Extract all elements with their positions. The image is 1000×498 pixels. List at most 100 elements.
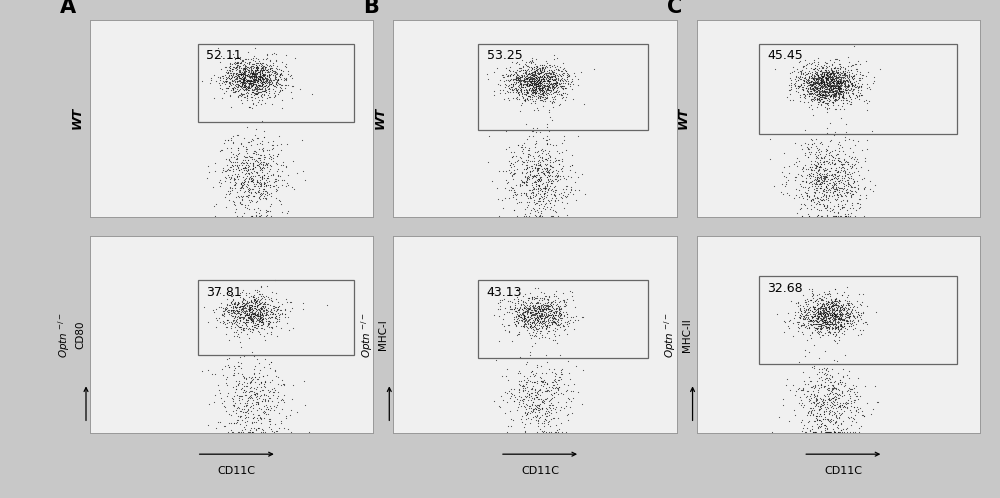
Point [225, 80, 241, 88]
Point [256, 153, 272, 161]
Point [231, 303, 247, 311]
Point [537, 184, 553, 192]
Point [818, 76, 834, 84]
Point [263, 306, 279, 314]
Point [208, 305, 224, 313]
Point [852, 89, 868, 97]
Point [530, 325, 546, 333]
Point [225, 71, 241, 79]
Point [833, 318, 849, 326]
Point [814, 296, 830, 304]
Point [792, 313, 808, 321]
Point [818, 297, 834, 305]
Point [548, 65, 564, 73]
Point [225, 50, 241, 58]
Point [205, 306, 221, 314]
Point [255, 59, 271, 67]
Point [244, 308, 260, 316]
Point [261, 68, 277, 76]
Point [486, 397, 502, 405]
Point [235, 78, 251, 86]
Point [833, 318, 849, 326]
Point [559, 192, 575, 200]
Point [518, 72, 534, 80]
Point [819, 63, 835, 71]
Point [545, 141, 561, 149]
Point [252, 314, 268, 322]
Point [816, 81, 832, 89]
Point [233, 364, 249, 372]
Point [236, 68, 252, 76]
Point [818, 303, 834, 311]
Point [813, 325, 829, 333]
Point [544, 93, 560, 101]
Point [817, 66, 833, 74]
Point [831, 73, 847, 81]
Point [843, 408, 859, 416]
Point [808, 75, 824, 83]
Point [250, 295, 266, 303]
Point [825, 311, 841, 319]
Point [253, 282, 269, 290]
Point [833, 164, 849, 172]
Point [247, 296, 263, 304]
Point [817, 88, 833, 96]
Point [520, 172, 536, 180]
Point [831, 90, 847, 98]
Point [840, 176, 856, 184]
Point [235, 302, 251, 310]
Point [819, 188, 835, 196]
Point [834, 305, 850, 313]
Point [221, 300, 237, 308]
Point [510, 306, 526, 314]
Point [256, 306, 272, 314]
Point [539, 322, 555, 330]
Point [247, 44, 263, 52]
Point [796, 312, 812, 320]
Point [486, 91, 502, 99]
Point [850, 199, 866, 207]
Point [237, 76, 253, 84]
Point [840, 188, 856, 196]
Point [246, 70, 262, 78]
Point [246, 291, 262, 299]
Point [494, 196, 510, 204]
Point [533, 322, 549, 330]
Point [534, 66, 550, 74]
Point [827, 170, 843, 178]
Point [811, 405, 827, 413]
Point [507, 84, 523, 92]
Point [795, 302, 811, 310]
Point [507, 303, 523, 311]
Point [526, 78, 542, 86]
Point [551, 160, 567, 168]
Point [510, 312, 526, 320]
Point [816, 301, 832, 309]
Point [546, 76, 562, 84]
Point [505, 81, 521, 89]
Point [533, 84, 549, 92]
Point [807, 82, 823, 90]
Point [515, 386, 531, 394]
Point [803, 205, 819, 213]
Point [242, 304, 258, 312]
Point [807, 297, 823, 305]
Point [533, 327, 549, 335]
Point [794, 212, 810, 220]
Point [543, 311, 559, 319]
Point [818, 306, 834, 314]
Point [530, 65, 546, 73]
Point [832, 73, 848, 81]
Point [262, 93, 278, 101]
Point [519, 176, 535, 184]
Point [795, 163, 811, 171]
Point [260, 65, 276, 73]
Point [227, 201, 243, 209]
Point [527, 178, 543, 186]
Point [529, 428, 545, 436]
Point [545, 83, 561, 91]
Point [503, 163, 519, 171]
Point [500, 376, 516, 384]
Point [222, 166, 238, 174]
Point [853, 83, 869, 91]
